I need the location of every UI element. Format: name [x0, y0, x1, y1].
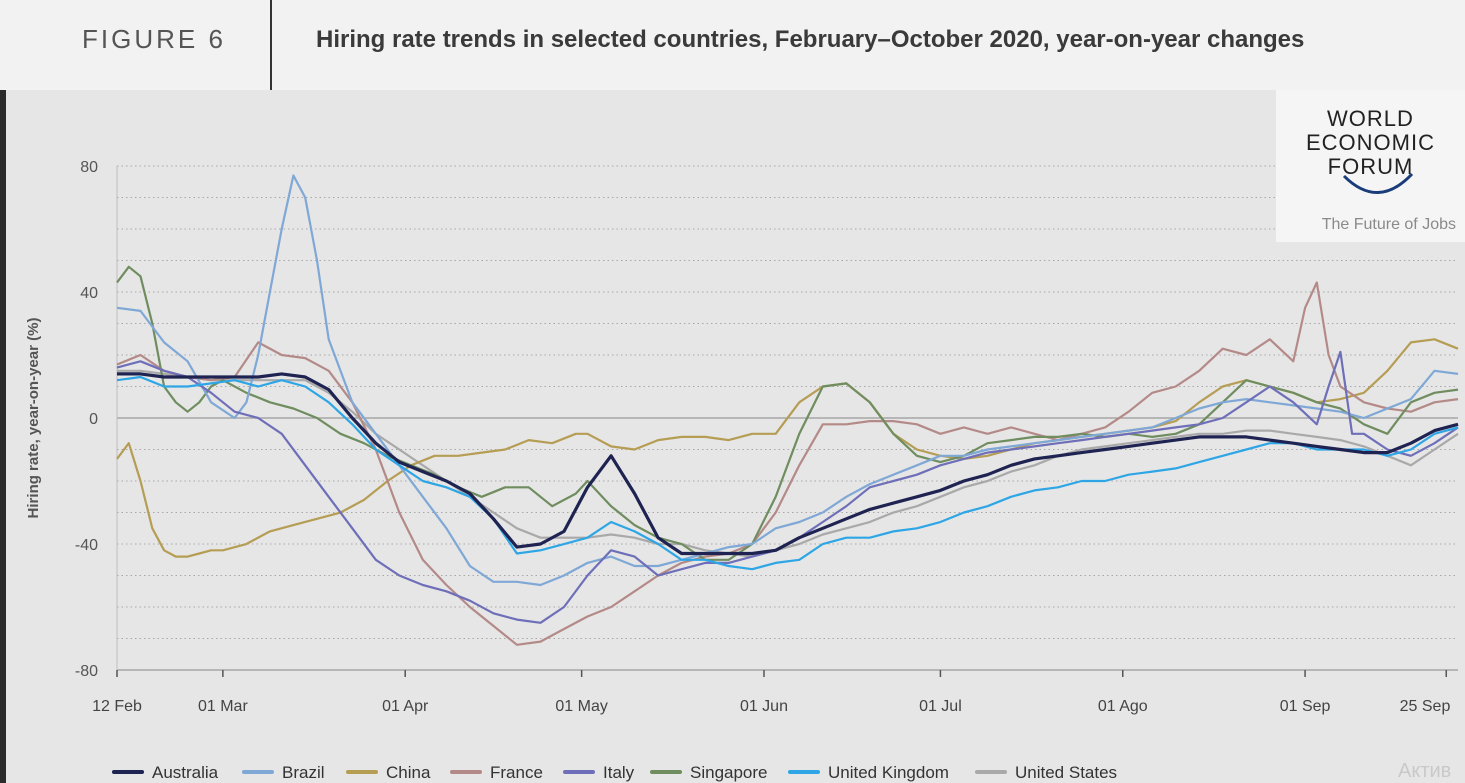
x-tick-label: 01 Mar [198, 698, 248, 715]
legend-label: United States [1015, 763, 1117, 782]
legend-label: Brazil [282, 763, 325, 782]
x-tick-label: 01 Apr [382, 698, 429, 715]
legend: Australia Brazil China France Italy Singapore… [112, 763, 1117, 782]
x-tick-label: 01 Jul [919, 698, 962, 715]
wef-logo: WORLD ECONOMIC FORUM The Future of Jobs [1276, 90, 1465, 242]
legend-label: United Kingdom [828, 763, 949, 782]
chart-title: Hiring rate trends in selected countries… [316, 26, 1305, 53]
figure-header: FIGURE 6 Hiring rate trends in selected … [0, 0, 1465, 92]
y-tick-label: -40 [75, 537, 98, 554]
logo-line-economic: ECONOMIC [1306, 130, 1435, 155]
x-tick-label: 01 Sep [1280, 698, 1331, 715]
logo-subtitle: The Future of Jobs [1321, 216, 1456, 233]
axis-ticks: 80 40 0 -40 -80 12 Feb 01 Mar 01 Apr 01 May 01 Ju… [75, 159, 1451, 715]
series-line-australia [117, 372, 1459, 556]
figure-label: FIGURE 6 [82, 24, 226, 54]
legend-label: Australia [152, 763, 219, 782]
y-tick-label: 40 [80, 285, 98, 302]
series-line-china [116, 338, 1459, 558]
logo-line-forum: FORUM [1327, 154, 1414, 179]
grid-lines [116, 165, 1458, 671]
series-line-singapore [116, 265, 1459, 561]
series-lines [116, 174, 1459, 646]
y-tick-label: 80 [80, 159, 98, 176]
y-axis-label: Hiring rate, year-on-year (%) [25, 318, 42, 519]
left-edge [0, 90, 6, 783]
header-divider [270, 0, 272, 92]
y-tick-label: 0 [89, 411, 98, 428]
y-tick-label: -80 [75, 663, 98, 680]
logo-line-world: WORLD [1327, 106, 1414, 131]
x-tick-label: 25 Sep [1400, 698, 1451, 715]
x-tick-label: 12 Feb [92, 698, 142, 715]
series-line-united-kingdom [116, 375, 1459, 571]
legend-label: Italy [603, 763, 635, 782]
x-tick-label: 01 May [555, 698, 607, 715]
watermark-text: Актив [1398, 760, 1452, 782]
series-line-brazil [116, 174, 1459, 587]
x-tick-label: 01 Jun [740, 698, 788, 715]
series-line-italy [116, 350, 1459, 624]
series-line-france [116, 281, 1459, 646]
legend-label: China [386, 763, 431, 782]
logo-arc-icon [1342, 172, 1414, 194]
x-tick-label: 01 Ago [1098, 698, 1148, 715]
legend-label: France [490, 763, 543, 782]
legend-label: Singapore [690, 763, 768, 782]
